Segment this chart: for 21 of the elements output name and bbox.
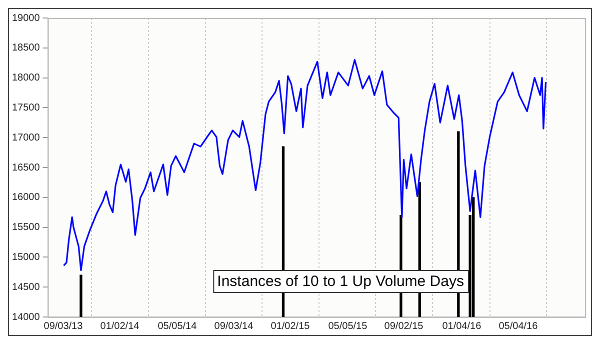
x-tick-label: 09/03/14 bbox=[214, 320, 254, 332]
x-tick-label: 01/02/14 bbox=[100, 320, 140, 332]
y-tick-label: 16500 bbox=[12, 162, 40, 174]
y-tick-label: 17500 bbox=[12, 102, 40, 114]
y-tick-label: 14500 bbox=[12, 282, 40, 293]
x-tick-label: 01/02/15 bbox=[270, 320, 310, 332]
x-tick-label: 01/04/16 bbox=[442, 320, 482, 332]
y-tick-label: 15000 bbox=[12, 252, 40, 263]
annotation: Instances of 10 to 1 Up Volume Days bbox=[217, 273, 464, 290]
x-tick-label: 09/02/15 bbox=[384, 320, 424, 332]
y-tick-label: 19000 bbox=[12, 12, 40, 24]
y-tick-label: 15500 bbox=[12, 222, 40, 234]
x-tick-label: 05/05/14 bbox=[158, 320, 198, 332]
x-tick-label: 09/03/13 bbox=[44, 320, 84, 332]
x-tick-label: 05/04/16 bbox=[498, 320, 538, 332]
y-tick-label: 18500 bbox=[12, 42, 40, 54]
y-tick-label: 18000 bbox=[12, 72, 40, 84]
x-tick-label: 05/05/15 bbox=[328, 320, 368, 332]
y-tick-label: 14000 bbox=[12, 312, 40, 323]
y-tick-label: 17000 bbox=[12, 132, 40, 144]
y-tick-label: 16000 bbox=[12, 192, 40, 204]
